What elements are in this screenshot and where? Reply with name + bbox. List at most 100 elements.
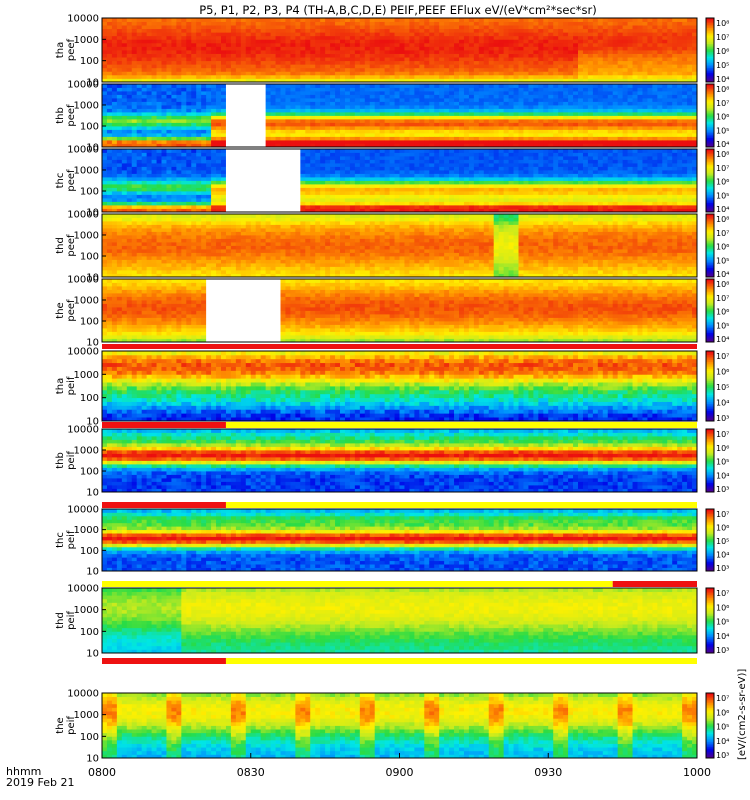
heatmap-cell	[583, 102, 588, 106]
heatmap-cell	[221, 149, 226, 153]
heatmap-cell	[206, 195, 211, 199]
heatmap-cell	[191, 57, 196, 61]
heatmap-cell	[102, 84, 107, 88]
heatmap-cell	[285, 61, 290, 65]
heatmap-cell	[157, 46, 162, 50]
heatmap-cell	[404, 105, 409, 109]
heatmap-cell	[102, 68, 107, 72]
heatmap-cell	[459, 64, 464, 68]
heatmap-cell	[608, 64, 613, 68]
heatmap-cell	[216, 156, 221, 160]
heatmap-cell	[191, 188, 196, 192]
heatmap-cell	[672, 29, 677, 33]
heatmap-cell	[162, 184, 167, 188]
heatmap-cell	[390, 32, 395, 36]
heatmap-cell	[221, 133, 226, 137]
heatmap-cell	[633, 36, 638, 40]
heatmap-cell	[523, 126, 528, 130]
heatmap-cell	[558, 54, 563, 58]
heatmap-cell	[370, 105, 375, 109]
heatmap-cell	[335, 105, 340, 109]
heatmap-cell	[439, 98, 444, 102]
heatmap-cell	[266, 102, 271, 106]
heatmap-cell	[266, 18, 271, 22]
heatmap-cell	[687, 105, 692, 109]
heatmap-cell	[390, 25, 395, 29]
heatmap-cell	[345, 18, 350, 22]
heatmap-cell	[206, 105, 211, 109]
heatmap-cell	[390, 50, 395, 54]
heatmap-cell	[519, 50, 524, 54]
heatmap-cell	[266, 43, 271, 47]
heatmap-cell	[176, 181, 181, 185]
heatmap-cell	[112, 84, 117, 88]
heatmap-cell	[211, 84, 216, 88]
heatmap-cell	[201, 160, 206, 164]
heatmap-cell	[186, 133, 191, 137]
heatmap-cell	[687, 133, 692, 137]
heatmap-cell	[325, 75, 330, 79]
heatmap-cell	[152, 98, 157, 102]
heatmap-cell	[454, 98, 459, 102]
heatmap-cell	[642, 43, 647, 47]
heatmap-cell	[538, 102, 543, 106]
heatmap-cell	[176, 109, 181, 113]
heatmap-cell	[469, 98, 474, 102]
heatmap-cell	[375, 39, 380, 43]
heatmap-cell	[657, 32, 662, 36]
heatmap-cell	[102, 64, 107, 68]
heatmap-cell	[127, 112, 132, 116]
heatmap-cell	[142, 126, 147, 130]
heatmap-cell	[191, 88, 196, 92]
heatmap-cell	[355, 46, 360, 50]
heatmap-cell	[360, 137, 365, 141]
heatmap-cell	[578, 57, 583, 61]
heatmap-cell	[117, 126, 122, 130]
heatmap-cell	[122, 39, 127, 43]
heatmap-cell	[494, 130, 499, 134]
heatmap-cell	[568, 29, 573, 33]
heatmap-cell	[667, 126, 672, 130]
heatmap-cell	[375, 50, 380, 54]
heatmap-cell	[548, 68, 553, 72]
heatmap-cell	[603, 133, 608, 137]
heatmap-cell	[538, 91, 543, 95]
heatmap-cell	[489, 25, 494, 29]
heatmap-cell	[147, 57, 152, 61]
heatmap-cell	[449, 84, 454, 88]
heatmap-cell	[390, 98, 395, 102]
heatmap-cell	[583, 126, 588, 130]
heatmap-cell	[628, 22, 633, 26]
heatmap-cell	[206, 177, 211, 181]
heatmap-cell	[519, 102, 524, 106]
heatmap-cell	[330, 57, 335, 61]
heatmap-cell	[295, 140, 300, 144]
heatmap-cell	[479, 71, 484, 75]
heatmap-cell	[330, 46, 335, 50]
heatmap-cell	[162, 29, 167, 33]
heatmap-cell	[102, 54, 107, 58]
heatmap-cell	[380, 71, 385, 75]
heatmap-cell	[345, 126, 350, 130]
heatmap-cell	[330, 95, 335, 99]
heatmap-cell	[132, 61, 137, 65]
heatmap-cell	[623, 54, 628, 58]
heatmap-cell	[201, 191, 206, 195]
heatmap-cell	[424, 137, 429, 141]
heatmap-cell	[613, 126, 618, 130]
heatmap-cell	[598, 91, 603, 95]
heatmap-cell	[152, 184, 157, 188]
heatmap-cell	[256, 39, 261, 43]
heatmap-cell	[186, 50, 191, 54]
heatmap-cell	[385, 88, 390, 92]
heatmap-cell	[102, 112, 107, 116]
heatmap-cell	[290, 54, 295, 58]
heatmap-cell	[647, 22, 652, 26]
heatmap-cell	[206, 22, 211, 26]
heatmap-cell	[608, 43, 613, 47]
heatmap-cell	[325, 126, 330, 130]
heatmap-cell	[305, 130, 310, 134]
heatmap-cell	[375, 119, 380, 123]
heatmap-cell	[677, 61, 682, 65]
heatmap-cell	[568, 123, 573, 127]
